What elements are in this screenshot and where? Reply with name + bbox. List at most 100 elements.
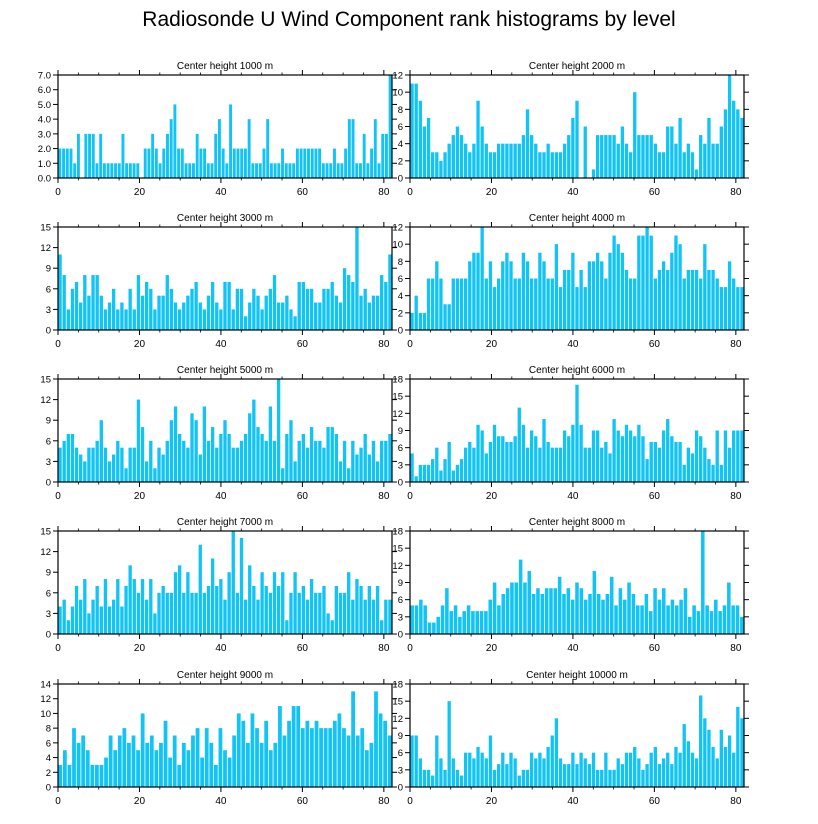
histogram-bar [683,588,688,634]
histogram-bar [468,152,472,178]
histogram-bar [116,440,120,482]
histogram-bar [732,752,736,787]
histogram-bar [169,119,173,178]
histogram-bar [110,163,114,178]
histogram-bar [567,764,571,787]
histogram-bar [696,611,701,634]
histogram-bar [525,261,530,330]
x-tick-label: 0 [55,187,61,198]
histogram-bar [223,599,227,634]
histogram-bar [600,447,604,482]
histogram-bar [449,611,453,634]
histogram-bar [529,278,534,330]
histogram-bar [674,143,678,178]
histogram-bar [177,148,181,178]
histogram-bar [674,746,678,787]
histogram-bar [653,441,657,482]
histogram-bar [609,576,614,634]
histogram-bar [107,461,112,482]
histogram-bar [66,309,70,330]
histogram-bar [333,148,336,178]
histogram-bar [132,579,136,634]
histogram-bar [186,572,190,634]
histogram-bar [674,441,678,482]
histogram-bar [653,278,657,330]
x-tick-label: 0 [55,339,61,350]
histogram-bar [735,605,740,634]
histogram-bar [462,611,466,634]
histogram-bar [314,440,318,482]
histogram-bar [232,148,236,178]
y-tick-label: 15 [392,392,403,403]
histogram-bar [439,278,443,330]
histogram-bar [256,427,260,482]
histogram-bar [154,148,158,178]
histogram-bar [637,758,641,787]
histogram-bar [657,447,662,482]
histogram-bar [509,441,513,482]
x-tick-label: 40 [215,187,227,198]
histogram-bar [538,152,542,178]
histogram-bar [371,440,376,482]
histogram-bar [436,616,440,634]
histogram-bar [223,281,227,330]
histogram-bar [380,440,384,482]
histogram-bar [332,720,337,787]
histogram-bar [596,593,601,634]
histogram-bar [388,75,392,178]
histogram-bar [124,468,128,482]
histogram-bar [707,269,711,330]
histogram-bar [202,309,207,330]
histogram-bar [116,309,120,330]
y-tick-label: 6 [46,738,51,749]
histogram-bar [72,728,76,787]
y-tick-label: 7.0 [38,71,51,82]
histogram-bar [426,464,431,482]
histogram-bar [464,278,468,330]
histogram-bar [289,592,293,634]
histogram-bar [645,764,649,787]
histogram-bar [378,713,383,787]
histogram-bar [740,117,744,178]
histogram-bar [351,691,355,787]
histogram-bar [347,468,351,482]
histogram-bar [301,433,305,482]
chart-panel: Center height 5000 m 0 20 40 60 80 0 3 6 9 12 15 [40,365,397,502]
histogram-bar [363,288,367,330]
histogram-bar [113,750,118,787]
histogram-bar [83,579,87,634]
histogram-bar [336,163,340,178]
y-tick-label: 2 [398,156,403,167]
histogram-bar [136,275,141,330]
histogram-bar [363,433,367,482]
y-tick-label: 9 [398,731,403,742]
histogram-bar [346,735,351,787]
histogram-bar [649,135,653,178]
histogram-bar [62,440,66,482]
y-tick-label: 14 [40,680,51,691]
histogram-bar [103,447,108,482]
histogram-bar [194,281,198,330]
histogram-bar [666,752,670,787]
histogram-bar [104,757,108,787]
histogram-bar [149,440,153,482]
histogram-bar [268,406,273,482]
histogram-bar [218,728,223,787]
histogram-bar [131,735,136,787]
histogram-bar [206,163,210,178]
histogram-bar [451,135,455,178]
histogram-bar [488,599,493,634]
histogram-bar [269,163,273,178]
x-tick-label: 0 [407,339,413,350]
histogram-bar [501,593,506,634]
histogram-bar [418,312,422,330]
histogram-bar [239,537,244,634]
histogram-bar [579,752,583,787]
histogram-bar [439,160,443,178]
histogram-bar [157,592,161,634]
histogram-bar [202,592,207,634]
histogram-bar [173,406,178,482]
histogram-bar [342,728,346,787]
y-tick-label: 2 [398,308,403,319]
y-tick-label: 18 [392,680,403,691]
